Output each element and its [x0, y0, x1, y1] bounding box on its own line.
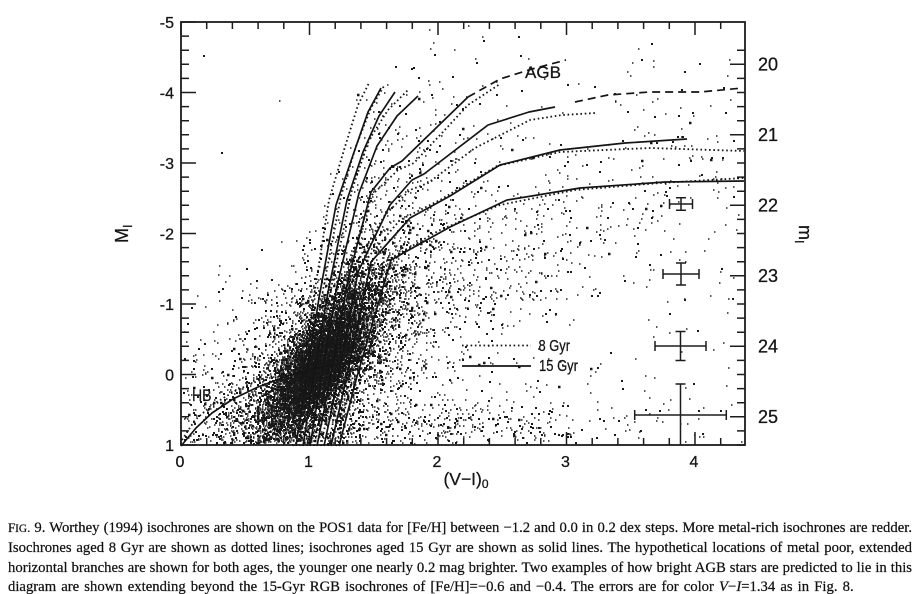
svg-text:20: 20	[758, 55, 778, 75]
svg-text:MI: MI	[112, 225, 135, 243]
svg-text:23: 23	[758, 266, 778, 286]
svg-text:2: 2	[433, 454, 442, 471]
svg-text:8 Gyr: 8 Gyr	[539, 338, 571, 355]
svg-text:1: 1	[304, 454, 313, 471]
svg-text:-3: -3	[160, 156, 174, 173]
svg-text:22: 22	[758, 196, 778, 216]
svg-text:-2: -2	[160, 227, 174, 244]
svg-text:1: 1	[165, 438, 174, 455]
svg-text:-5: -5	[160, 15, 174, 32]
svg-text:mI: mI	[792, 225, 815, 243]
svg-text:HB: HB	[192, 386, 212, 405]
svg-text:AGB: AGB	[525, 63, 561, 82]
svg-text:-1: -1	[160, 297, 174, 314]
svg-text:4: 4	[690, 454, 699, 471]
svg-text:24: 24	[758, 337, 778, 357]
svg-text:0: 0	[176, 454, 185, 471]
svg-text:25: 25	[758, 407, 778, 427]
svg-text:0: 0	[165, 368, 174, 385]
svg-text:15 Gyr: 15 Gyr	[539, 358, 578, 375]
svg-text:3: 3	[561, 454, 570, 471]
svg-text:21: 21	[758, 125, 778, 145]
svg-text:(V−I)0: (V−I)0	[443, 469, 488, 491]
svg-text:-4: -4	[160, 86, 174, 103]
